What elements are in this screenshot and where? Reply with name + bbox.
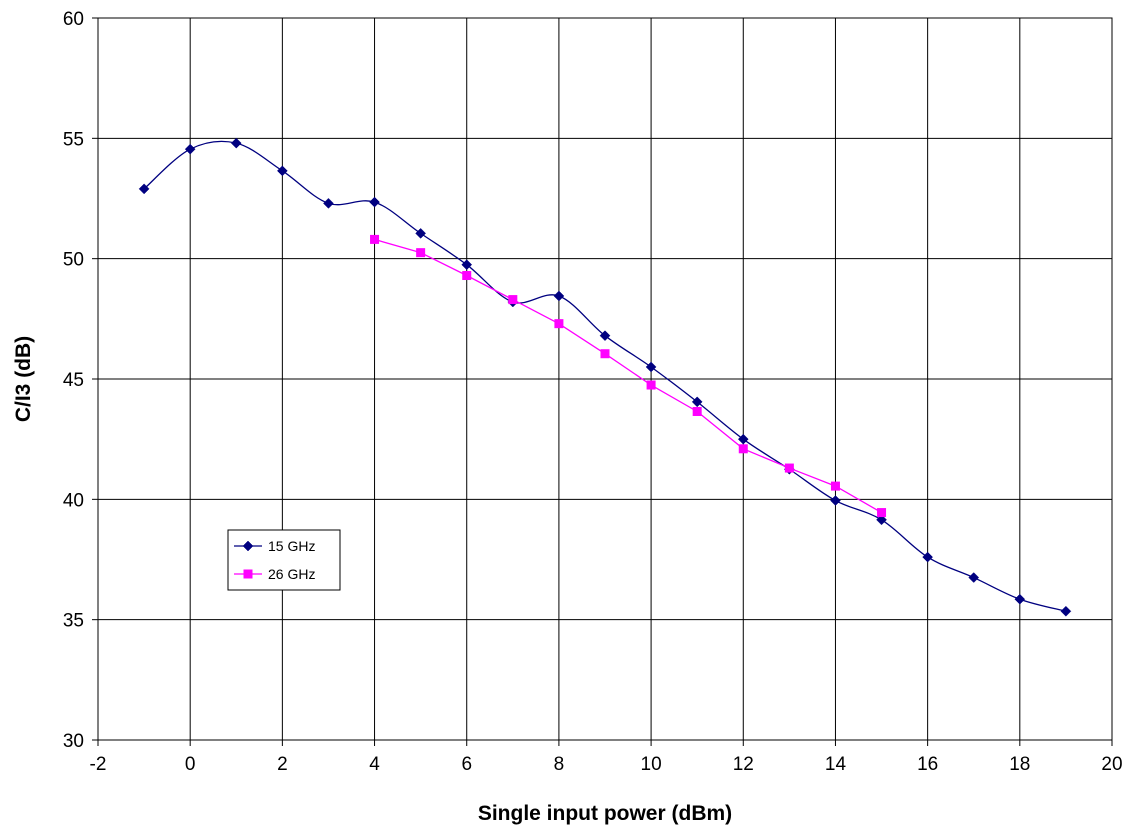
data-point (600, 349, 610, 359)
data-point (554, 319, 564, 329)
x-tick-label: 6 (461, 754, 472, 775)
x-tick-label: 2 (277, 754, 288, 775)
data-point (1060, 605, 1072, 617)
x-tick-label: 4 (369, 754, 380, 775)
data-point (645, 361, 657, 373)
data-point (370, 234, 380, 244)
data-point (876, 514, 887, 526)
data-point (691, 396, 703, 408)
data-point (599, 330, 611, 342)
y-tick-label: 45 (63, 370, 84, 391)
x-tick-label: 18 (1009, 754, 1030, 775)
x-axis-title: Single input power (dBm) (478, 802, 732, 825)
x-tick-label: -2 (90, 754, 107, 775)
data-point (508, 295, 518, 305)
data-point (553, 290, 565, 302)
x-tick-label: 16 (917, 754, 938, 775)
data-point (184, 143, 196, 155)
x-tick-label: 8 (554, 754, 565, 775)
x-tick-label: 10 (641, 754, 662, 775)
legend-item: 15 GHz (234, 538, 315, 554)
x-tick-label: 12 (733, 754, 754, 775)
data-point (461, 259, 473, 271)
legend-item: 26 GHz (234, 566, 315, 582)
y-tick-label: 40 (63, 490, 84, 511)
data-point (415, 228, 426, 239)
y-tick-label: 55 (63, 129, 84, 150)
data-point (830, 481, 840, 491)
y-axis-title: C/I3 (dB) (12, 336, 35, 422)
grid (92, 17, 1113, 746)
data-point (968, 572, 980, 583)
series-2 (370, 234, 887, 518)
series-layer (138, 137, 1072, 617)
data-point (230, 137, 242, 149)
data-point (830, 495, 841, 506)
data-point (784, 463, 794, 473)
data-point (646, 380, 656, 390)
data-point (369, 196, 380, 208)
x-tick-label: 20 (1101, 754, 1122, 775)
legend-box (227, 529, 341, 591)
y-tick-label: 60 (63, 9, 84, 30)
y-tick-label: 35 (63, 611, 84, 632)
y-tick-label: 50 (63, 250, 84, 271)
data-point (877, 508, 887, 518)
data-point (692, 406, 702, 416)
data-point (737, 433, 749, 445)
tick-labels: -2 0 2 4 6 8 10 12 14 16 18 20 30 35 40 45 50 55 60 (63, 9, 1123, 775)
data-point (1014, 593, 1026, 605)
data-point (462, 271, 472, 281)
data-point (277, 165, 288, 177)
legend: 15 GHz 26 GHz (227, 529, 341, 591)
legend-label: 26 GHz (268, 566, 315, 582)
data-point (922, 551, 933, 563)
x-tick-label: 14 (825, 754, 847, 775)
x-tick-label: 0 (185, 754, 196, 775)
data-point (416, 248, 426, 258)
legend-marker (242, 540, 254, 552)
legend-marker (243, 569, 253, 579)
legend-label: 15 GHz (268, 538, 315, 554)
data-point (138, 183, 150, 195)
data-point (323, 197, 334, 209)
y-tick-label: 30 (63, 731, 84, 752)
series-line (374, 238, 882, 514)
data-point (738, 444, 748, 454)
